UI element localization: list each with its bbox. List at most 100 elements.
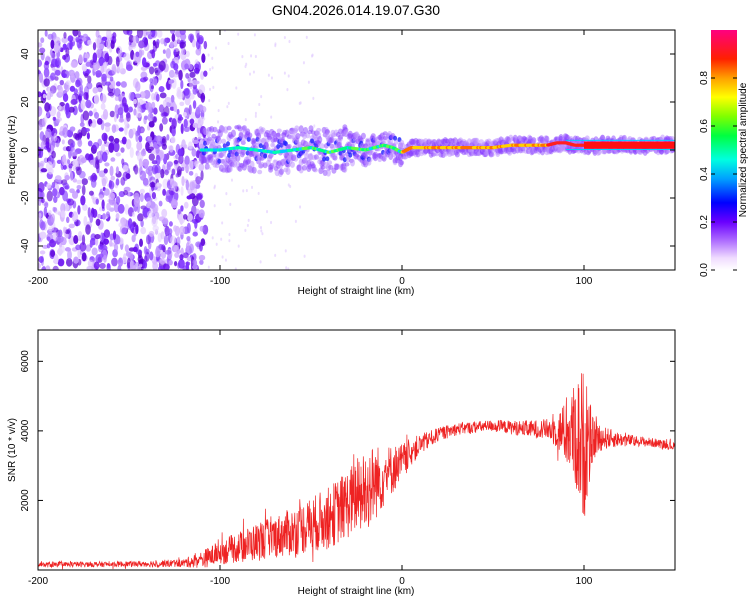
noise-blob	[192, 231, 198, 237]
noise-blob	[152, 62, 157, 67]
noise-blob	[120, 147, 125, 153]
noise-blob	[252, 70, 255, 74]
noise-blob	[117, 203, 125, 214]
noise-blob	[126, 257, 131, 269]
x-tick-label: 100	[576, 576, 593, 587]
snr-panel: -200 -100 0 100 2000 4000 6000 Height of stra…	[7, 329, 676, 597]
noise-blob	[137, 125, 141, 136]
noise-blob	[166, 163, 171, 171]
noise-blob	[143, 76, 149, 82]
noise-blob	[169, 106, 175, 111]
figure-title: GN04.2026.014.19.07.G30	[272, 2, 440, 18]
noise-blob	[81, 184, 86, 196]
ridge-halo	[247, 132, 253, 139]
noise-blob	[133, 108, 137, 116]
noise-blob	[287, 74, 290, 78]
noise-blob	[92, 42, 97, 51]
noise-blob	[85, 69, 92, 74]
noise-blob	[108, 79, 116, 89]
noise-blob	[55, 210, 61, 215]
noise-blob	[65, 257, 73, 267]
noise-blob	[140, 66, 148, 71]
noise-blob	[287, 267, 290, 270]
y-tick-label: -40	[20, 238, 31, 253]
noise-blob	[258, 102, 261, 107]
noise-blob	[112, 230, 117, 240]
colorbar-tick-label: 0.4	[699, 167, 710, 181]
noise-blob	[121, 227, 127, 235]
noise-blob	[158, 200, 163, 207]
noise-blob	[90, 233, 96, 241]
noise-blob	[84, 72, 89, 79]
noise-blob	[230, 178, 233, 182]
noise-blob	[71, 147, 76, 152]
noise-blob	[197, 133, 203, 138]
noise-blob	[179, 225, 186, 235]
ridge-halo	[267, 133, 273, 139]
noise-blob	[57, 258, 65, 267]
noise-blob	[43, 78, 50, 87]
noise-blob	[163, 234, 169, 246]
ridge-halo	[322, 156, 327, 162]
noise-blob	[159, 123, 164, 132]
noise-blob	[79, 122, 85, 127]
noise-blob	[72, 30, 79, 37]
noise-blob	[132, 98, 137, 105]
noise-blob	[113, 243, 119, 252]
snr-x-axis-label: Height of straight line (km)	[298, 586, 415, 597]
noise-blob	[69, 40, 73, 50]
ridge-halo	[393, 135, 398, 141]
noise-blob	[163, 37, 168, 47]
noise-blob	[93, 261, 100, 270]
noise-blob	[140, 128, 145, 133]
noise-blob	[145, 31, 153, 36]
noise-blob	[249, 72, 252, 76]
noise-blob	[122, 171, 129, 182]
ridge-halo	[286, 143, 292, 149]
noise-blob	[220, 237, 223, 241]
noise-blob	[73, 132, 79, 139]
noise-blob	[50, 213, 56, 223]
noise-blob	[257, 191, 260, 196]
noise-blob	[246, 223, 249, 228]
noise-blob	[161, 138, 166, 144]
noise-blob	[209, 67, 212, 72]
noise-blob	[115, 56, 120, 67]
noise-blob	[166, 134, 170, 141]
noise-blob	[250, 54, 253, 58]
noise-blob	[92, 52, 98, 63]
noise-blob	[160, 250, 167, 259]
ridge-halo	[226, 125, 232, 131]
noise-blob	[153, 107, 158, 115]
noise-blob	[44, 202, 49, 208]
noise-blob	[171, 33, 176, 42]
noise-blob	[40, 51, 45, 61]
noise-blob	[241, 55, 244, 59]
noise-blob	[121, 158, 125, 165]
noise-blob	[44, 60, 49, 66]
ridge-halo	[230, 129, 236, 138]
noise-blob	[57, 235, 64, 243]
noise-blob	[148, 66, 155, 75]
noise-blob	[110, 138, 115, 150]
noise-blob	[142, 158, 150, 167]
x-tick-label: -200	[28, 276, 48, 287]
noise-blob	[173, 49, 177, 57]
noise-blob	[108, 180, 115, 190]
noise-blob	[77, 129, 83, 140]
noise-blob	[46, 110, 50, 118]
noise-blob	[127, 190, 131, 197]
noise-blob	[132, 246, 138, 253]
noise-blob	[111, 124, 117, 134]
noise-blob	[89, 159, 95, 165]
noise-blob	[85, 244, 92, 252]
noise-blob	[162, 188, 167, 196]
noise-blob	[101, 73, 107, 82]
ridge-halo	[327, 160, 333, 165]
noise-blob	[244, 64, 247, 69]
noise-blob	[176, 165, 182, 176]
ridge-halo	[325, 156, 330, 162]
noise-blob	[74, 71, 80, 79]
noise-blob	[143, 246, 148, 255]
noise-blob	[88, 190, 94, 196]
